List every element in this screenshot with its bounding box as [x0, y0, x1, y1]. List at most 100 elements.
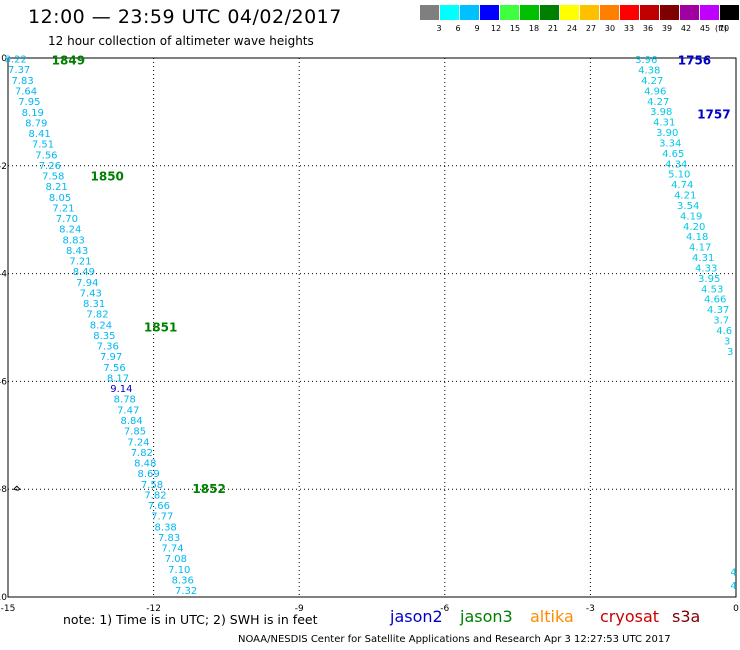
swh-value: 7.21 [69, 257, 91, 268]
credit-line: NOAA/NESDIS Center for Satellite Applica… [238, 634, 671, 645]
scale-swatch [560, 5, 580, 20]
scale-swatch [700, 5, 720, 20]
swh-value: 8.79 [25, 118, 47, 129]
swh-value: 7.36 [97, 342, 119, 353]
pass-time-label: 1852 [192, 482, 225, 496]
swh-value: 8.36 [172, 575, 194, 586]
swh-value: 7.08 [165, 554, 187, 565]
scale-unit: (ft) [714, 24, 728, 33]
swh-value: 4.53 [701, 284, 723, 295]
scale-swatch [440, 5, 460, 20]
swh-value: 9.14 [110, 384, 132, 395]
swh-value: 8.49 [73, 267, 95, 278]
swh-value: 7.64 [15, 87, 37, 98]
swh-value: 7.82 [144, 490, 166, 501]
swh-value: 3.98 [650, 107, 672, 118]
swh-value: 7.58 [141, 480, 163, 491]
scale-label: 33 [623, 24, 635, 33]
satellite-label-cryosat: cryosat [600, 607, 660, 626]
swh-value: 8.21 [46, 182, 68, 193]
swh-value: 3.34 [659, 138, 681, 149]
swh-value: 7.94 [76, 278, 98, 289]
swh-value: 7.97 [100, 352, 122, 363]
swh-value: 8.43 [66, 246, 88, 257]
page-title: 12:00 — 23:59 UTC 04/02/2017 [28, 6, 342, 28]
swh-value: 8.31 [83, 299, 105, 310]
swh-value: 7.10 [168, 565, 190, 576]
scale-swatch [620, 5, 640, 20]
scale-label: 6 [455, 24, 461, 33]
y-tick-label: -10 [0, 593, 7, 603]
x-tick-label: 0 [733, 604, 739, 614]
y-tick-label: -2 [0, 162, 7, 172]
pass-time-label: 1756 [678, 54, 711, 68]
scale-label: 24 [566, 24, 578, 33]
scale-label: 12 [490, 24, 502, 33]
scale-label: 15 [509, 24, 521, 33]
swh-value: 4.96 [644, 86, 666, 97]
swh-value: 8.38 [155, 522, 177, 533]
scale-label: 21 [547, 24, 559, 33]
swh-value: 8.69 [138, 469, 160, 480]
swh-value: 8.24 [59, 225, 81, 236]
swh-value: 7.21 [52, 203, 74, 214]
x-tick-label: -15 [1, 604, 16, 614]
swh-value: 7.56 [103, 363, 125, 374]
swh-value: 4.17 [689, 243, 711, 254]
swh-value: 4.33 [695, 263, 717, 274]
swh-value: 7.56 [35, 150, 57, 161]
swh-value: 8.22 [5, 55, 27, 66]
swh-value: 8.48 [134, 459, 156, 470]
page-subtitle: 12 hour collection of altimeter wave hei… [48, 34, 314, 48]
scale-label: 9 [474, 24, 480, 33]
swh-value: 3 [727, 347, 733, 358]
satellite-label-altika: altika [530, 607, 574, 626]
island-shape [12, 485, 21, 491]
swh-value: 4.19 [680, 211, 702, 222]
x-tick-label: -12 [146, 604, 161, 614]
swh-value: 4.34 [665, 159, 687, 170]
pass-time-label: 1849 [52, 54, 85, 68]
swh-value: 8.83 [63, 235, 85, 246]
satellite-label-s3a: s3a [672, 607, 701, 626]
swh-value: 7.82 [86, 310, 108, 321]
swh-value: 7.66 [148, 501, 170, 512]
scale-swatch [600, 5, 620, 20]
swh-value: 5.10 [668, 170, 690, 181]
scale-swatch [480, 5, 500, 20]
swh-value: 7.83 [11, 76, 33, 87]
pass-time-label: 1851 [144, 321, 177, 335]
swh-value: 8.05 [49, 193, 71, 204]
swh-value: 4.31 [653, 118, 675, 129]
swh-value: 4.31 [692, 253, 714, 264]
x-tick-label: -3 [586, 604, 595, 614]
y-tick-label: 0 [1, 54, 7, 64]
scale-swatch [640, 5, 660, 20]
swh-value: 7.85 [124, 427, 146, 438]
scale-swatch [420, 5, 440, 20]
scale-label: 27 [585, 24, 597, 33]
x-tick-label: -6 [440, 604, 449, 614]
swh-value: 4.27 [647, 97, 669, 108]
swh-value: 8.78 [114, 395, 136, 406]
scale-swatch [500, 5, 520, 20]
swh-value: 7.24 [127, 437, 149, 448]
swh-value: 7.32 [175, 586, 197, 597]
satellite-label-jason2: jason2 [390, 607, 443, 626]
swh-value: 4.6 [716, 326, 732, 337]
swh-value: 4.66 [704, 295, 726, 306]
swh-value: 7.51 [32, 140, 54, 151]
swh-value: 8.19 [22, 108, 44, 119]
swh-value: 3.95 [698, 274, 720, 285]
swh-value: 8.35 [93, 331, 115, 342]
swh-value: 7.77 [151, 512, 173, 523]
swh-value: 7.58 [42, 172, 64, 183]
swh-value: 7.47 [117, 405, 139, 416]
swh-value: 4.65 [662, 149, 684, 160]
y-tick-label: -6 [0, 377, 7, 387]
swh-value: 3.54 [677, 201, 699, 212]
swh-value: 4 [730, 568, 736, 579]
scale-swatch [520, 5, 540, 20]
swh-value: 7.83 [158, 533, 180, 544]
